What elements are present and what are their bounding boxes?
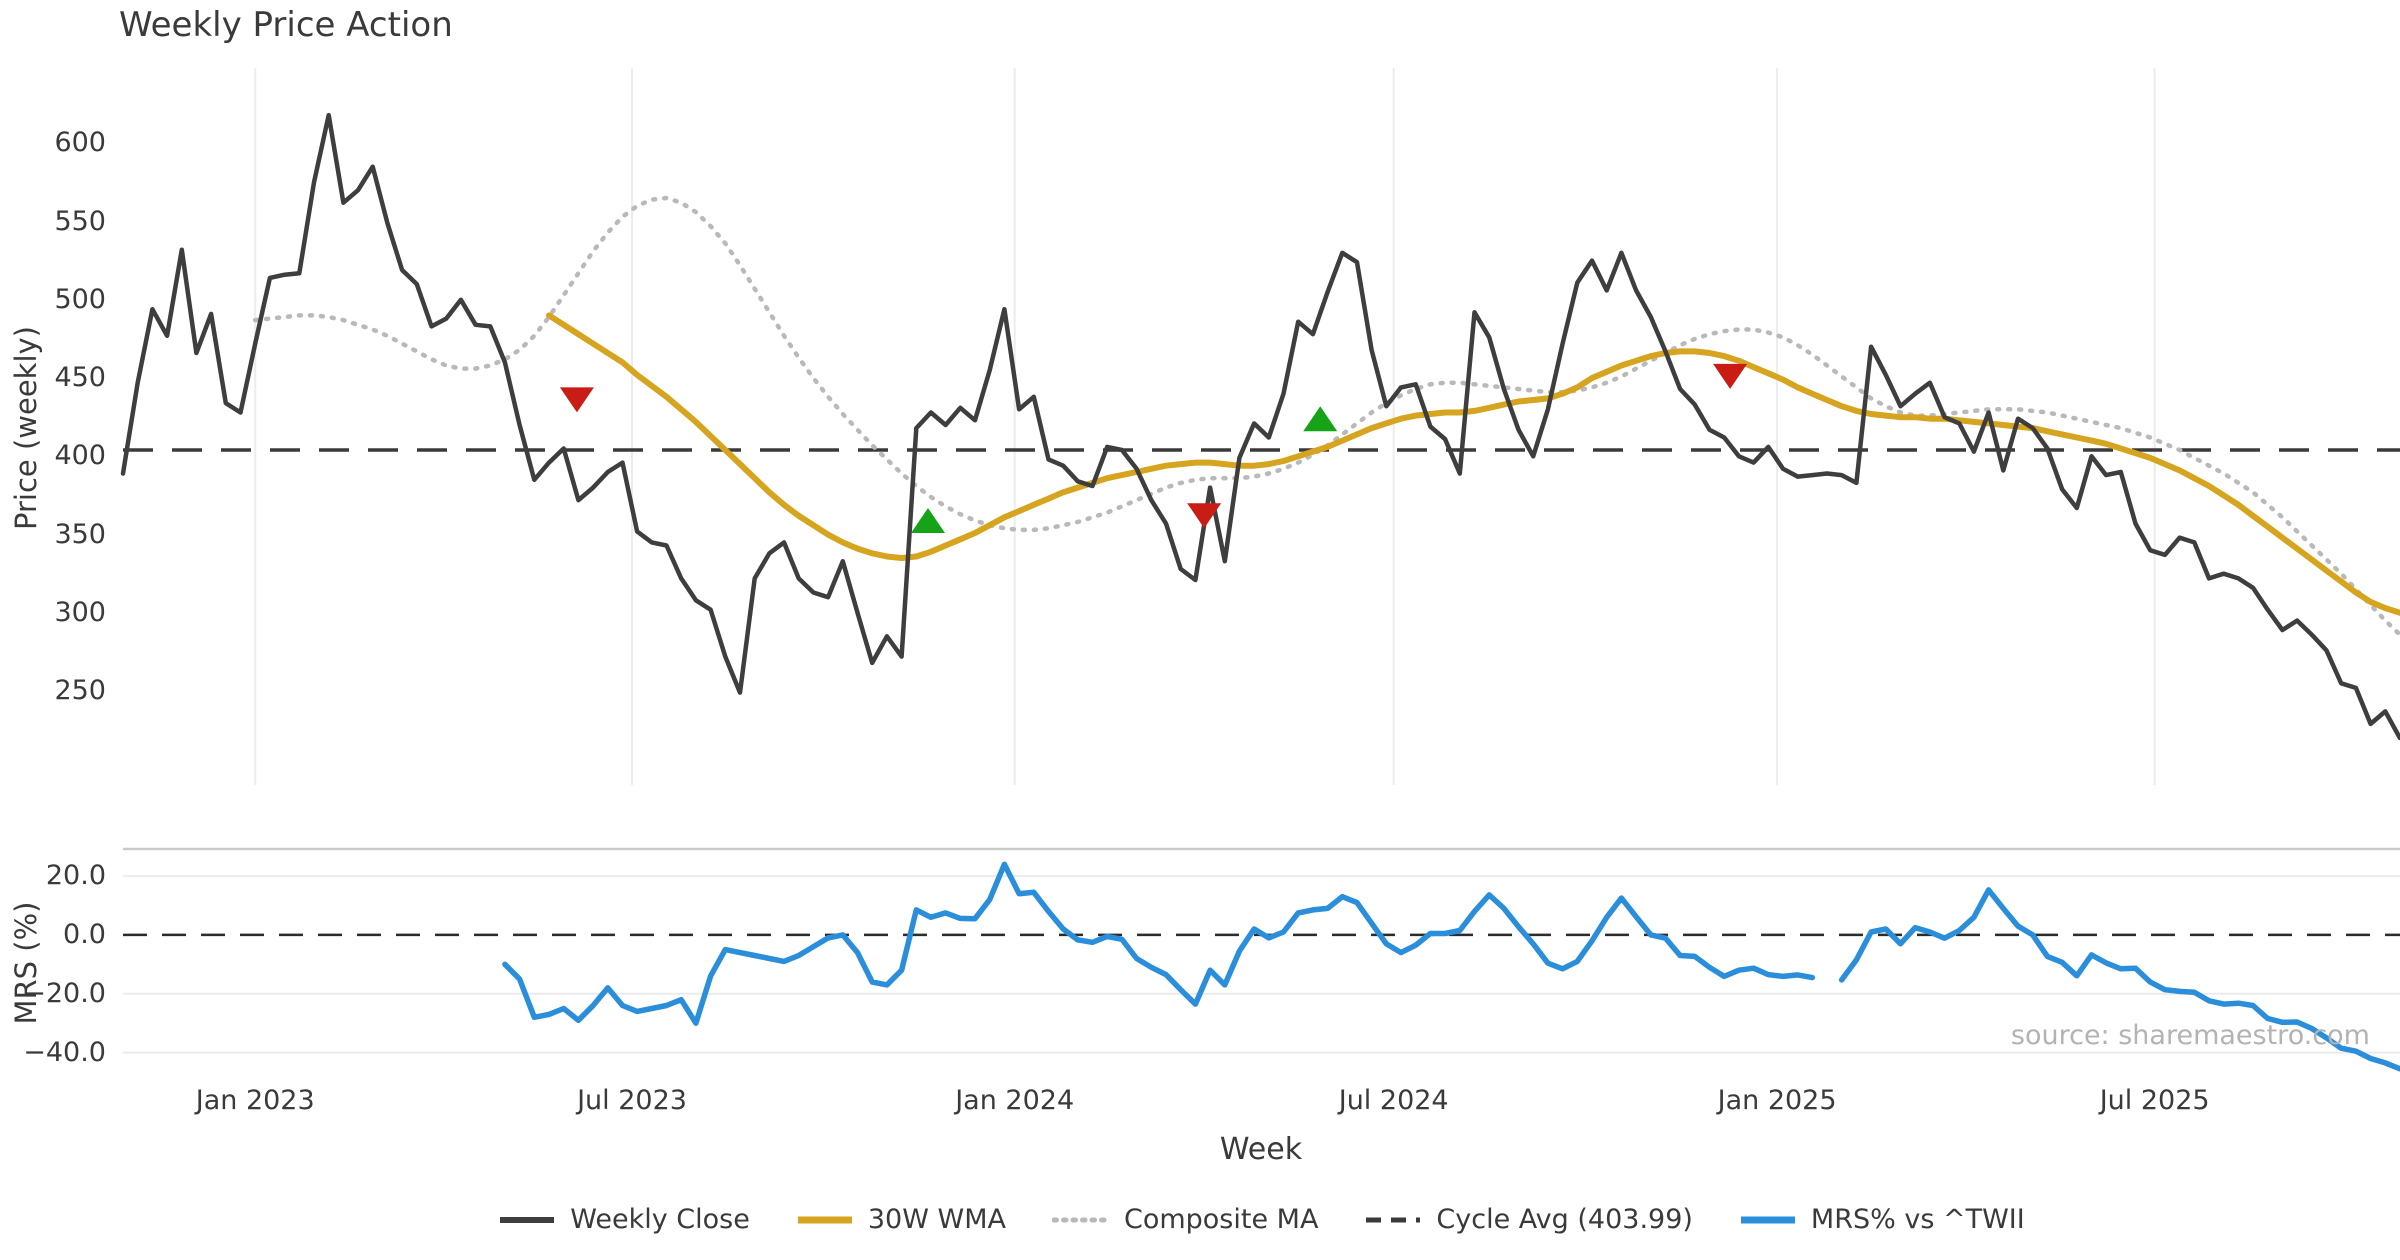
x-axis-label: Week [1219,1132,1303,1167]
legend-label: Weekly Close [570,1204,750,1235]
sell-signal-marker-icon [1187,503,1222,529]
price-ytick-label: 400 [54,440,106,472]
buy-signal-marker-icon [911,508,946,534]
source-watermark: source: sharemaestro.com [2010,1020,2370,1051]
legend-label: Composite MA [1123,1204,1319,1235]
weekly-close-line [120,112,2400,741]
weekly-close-line-swatch-icon [500,1216,555,1223]
mrs-ytick-label: −40.0 [23,1036,106,1068]
price-ytick-label: 250 [54,675,106,707]
price-ytick-label: 500 [54,283,106,315]
legend-item-wma: 30W WMA [796,1204,1006,1235]
x-tick-label: Jan 2023 [195,1085,315,1116]
buy-signal-marker-icon [1303,406,1338,432]
sell-signal-marker-icon [1713,363,1748,389]
price-ytick-label: 600 [54,127,106,159]
mrs-line [502,861,1816,1026]
mrs-ytick-label: 20.0 [45,860,106,892]
composite-dotted-swatch-icon [1051,1217,1110,1222]
price-ytick-label: 450 [54,362,106,394]
legend-label: 30W WMA [867,1204,1006,1235]
price-ytick-label: 300 [54,596,106,628]
x-tick-label: Jul 2025 [2099,1085,2210,1116]
cycle-avg-dashed-swatch-icon [1366,1217,1421,1222]
x-tick-label: Jul 2024 [1338,1085,1449,1116]
page-title: Weekly Price Action [119,5,453,45]
x-tick-label: Jan 2025 [1717,1085,1837,1116]
wma-line-swatch-icon [797,1216,852,1223]
mrs-line [1838,887,2400,1072]
mrs-line-swatch-icon [1740,1216,1795,1223]
legend-item-composite: Composite MA [1051,1204,1319,1235]
mrs-ytick-label: −20.0 [23,977,106,1009]
legend-item-cycle-avg: Cycle Avg (403.99) [1364,1204,1693,1235]
legend-item-mrs: MRS% vs ^TWII [1739,1204,2025,1235]
mrs-ytick-label: 0.0 [63,918,106,950]
legend-item-weekly-close: Weekly Close [498,1204,750,1235]
price-ytick-label: 350 [54,518,106,550]
sell-signal-marker-icon [559,387,594,413]
legend-label: Cycle Avg (403.99) [1436,1204,1693,1235]
composite-ma-line [252,195,2400,637]
x-tick-label: Jan 2024 [955,1085,1075,1116]
chart-legend: Weekly Close 30W WMA Composite MA Cycle … [123,1204,2400,1235]
x-tick-label: Jul 2023 [577,1085,687,1116]
price-ytick-label: 550 [54,205,106,237]
legend-label: MRS% vs ^TWII [1810,1204,2025,1235]
wma-30w-line [546,312,2400,616]
